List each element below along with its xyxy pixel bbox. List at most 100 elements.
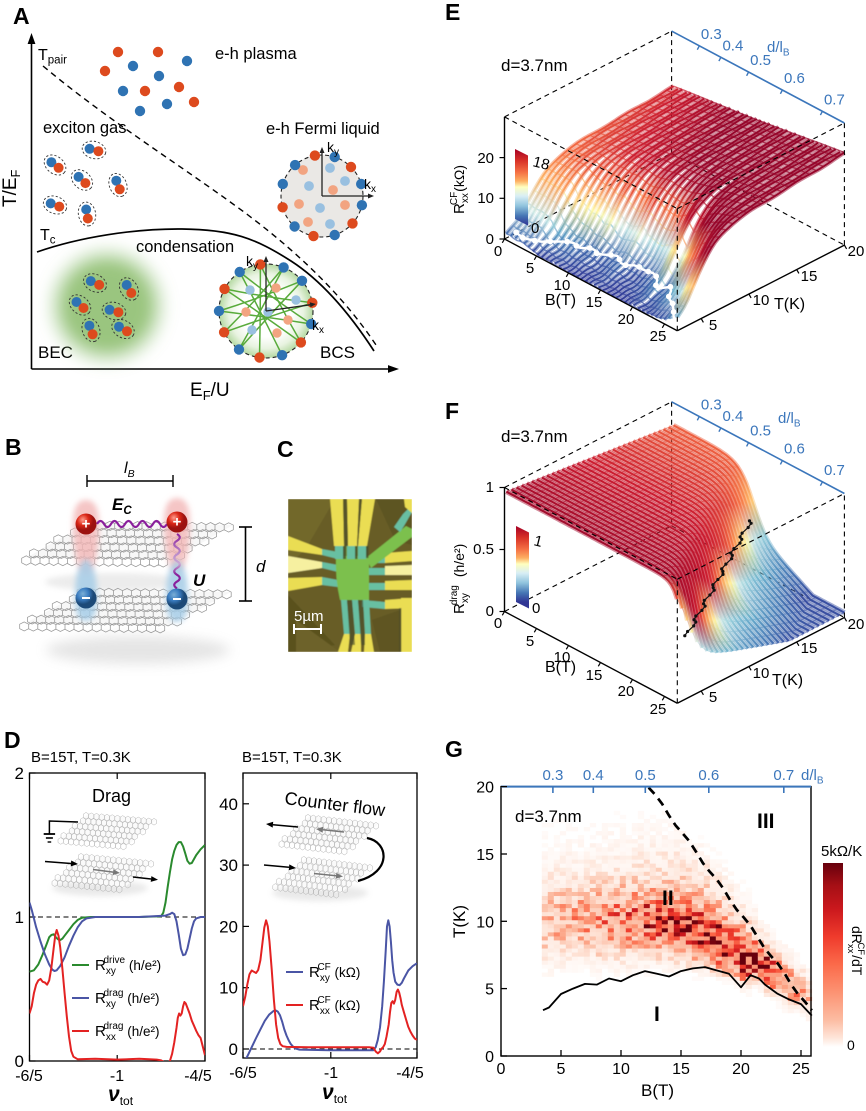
svg-text:5µm: 5µm [294, 608, 323, 625]
svg-text:U: U [193, 571, 206, 590]
svg-text:0.5: 0.5 [473, 541, 494, 558]
svg-text:E: E [445, 0, 460, 25]
svg-text:20: 20 [219, 917, 238, 936]
svg-text:40: 40 [219, 795, 238, 814]
svg-text:25: 25 [650, 701, 667, 718]
svg-text:B=15T, T=0.3K: B=15T, T=0.3K [31, 749, 131, 766]
svg-text:Rxxdrag (h/e²): Rxxdrag (h/e²) [95, 1021, 159, 1043]
svg-text:10: 10 [612, 1061, 630, 1078]
svg-text:10: 10 [477, 190, 494, 207]
svg-text:exciton gas: exciton gas [43, 119, 126, 137]
svg-text:T(K): T(K) [774, 296, 805, 313]
svg-text:0.5: 0.5 [750, 52, 771, 69]
svg-text:+: + [173, 514, 182, 531]
svg-text:0.7: 0.7 [824, 462, 845, 479]
svg-text:B(T): B(T) [545, 292, 576, 309]
svg-text:0.7: 0.7 [773, 767, 794, 784]
svg-text:Rxydrive (h/e²): Rxydrive (h/e²) [95, 955, 161, 977]
svg-text:lB: lB [124, 460, 135, 480]
svg-text:BEC: BEC [38, 343, 73, 362]
svg-text:d=3.7nm: d=3.7nm [501, 427, 568, 446]
svg-text:15: 15 [801, 640, 818, 657]
svg-text:5: 5 [709, 689, 717, 706]
svg-text:B(T): B(T) [641, 1081, 674, 1100]
svg-text:BCS: BCS [320, 343, 355, 362]
svg-text:5: 5 [709, 317, 717, 334]
svg-text:A: A [13, 3, 30, 29]
svg-text:2: 2 [15, 764, 24, 783]
svg-text:5: 5 [526, 633, 534, 650]
svg-text:-6/5: -6/5 [15, 1068, 43, 1085]
svg-text:10: 10 [753, 292, 770, 309]
svg-text:0: 0 [497, 1061, 506, 1078]
svg-text:0: 0 [486, 231, 494, 248]
svg-text:15: 15 [586, 294, 603, 311]
svg-text:15: 15 [801, 268, 818, 285]
svg-text:5: 5 [526, 260, 534, 277]
svg-text:RxxCF (kΩ): RxxCF (kΩ) [309, 995, 360, 1017]
svg-text:condensation: condensation [136, 238, 234, 256]
svg-text:0.4: 0.4 [722, 37, 743, 54]
svg-text:0: 0 [15, 1052, 24, 1071]
svg-text:5: 5 [485, 982, 494, 999]
svg-text:d=3.7nm: d=3.7nm [501, 56, 568, 75]
svg-text:10: 10 [554, 649, 571, 666]
svg-text:d: d [256, 557, 266, 576]
svg-text:10: 10 [219, 979, 238, 998]
svg-text:-4/5: -4/5 [396, 1065, 424, 1082]
svg-text:0: 0 [486, 603, 494, 620]
svg-text:25: 25 [792, 1061, 810, 1078]
svg-text:D: D [4, 727, 21, 753]
svg-text:15: 15 [586, 667, 603, 684]
svg-text:dRxxCF/dT: dRxxCF/dT [845, 926, 866, 976]
svg-text:-1: -1 [324, 1065, 338, 1082]
svg-text:T(K): T(K) [450, 905, 469, 938]
svg-text:B: B [5, 434, 22, 460]
svg-text:20: 20 [848, 243, 865, 260]
svg-text:RxxCF(kΩ): RxxCF(kΩ) [449, 165, 471, 214]
svg-text:0.6: 0.6 [698, 767, 719, 784]
svg-text:EF/U: EF/U [190, 380, 230, 403]
svg-text:e-h plasma: e-h plasma [215, 45, 297, 63]
svg-text:0: 0 [494, 615, 502, 632]
svg-text:0: 0 [494, 243, 502, 260]
svg-text:RxyCF (kΩ): RxyCF (kΩ) [309, 962, 360, 984]
svg-text:-6/5: -6/5 [229, 1065, 257, 1082]
svg-text:B(T): B(T) [545, 659, 576, 676]
svg-text:1: 1 [486, 479, 494, 496]
svg-text:20: 20 [476, 780, 494, 797]
svg-text:20: 20 [848, 616, 865, 633]
svg-text:-4/5: -4/5 [184, 1068, 212, 1085]
svg-text:10: 10 [753, 665, 770, 682]
svg-text:0.4: 0.4 [583, 767, 604, 784]
svg-text:0.3: 0.3 [701, 397, 722, 414]
svg-text:B=15T, T=0.3K: B=15T, T=0.3K [242, 749, 342, 766]
svg-text:0.6: 0.6 [784, 70, 805, 87]
svg-text:0: 0 [531, 220, 539, 237]
svg-text:+: + [82, 516, 91, 533]
svg-text:C: C [277, 436, 294, 462]
svg-text:15: 15 [476, 847, 494, 864]
svg-text:0.5: 0.5 [635, 767, 656, 784]
svg-text:5: 5 [557, 1061, 566, 1078]
svg-text:II: II [662, 887, 674, 910]
svg-text:5kΩ/K: 5kΩ/K [821, 843, 862, 860]
svg-text:25: 25 [650, 328, 667, 345]
svg-text:F: F [445, 398, 459, 424]
svg-text:0: 0 [532, 600, 540, 617]
svg-text:0: 0 [485, 1049, 494, 1066]
svg-text:III: III [757, 810, 775, 833]
svg-text:0.7: 0.7 [824, 91, 845, 108]
svg-text:20: 20 [477, 150, 494, 167]
svg-text:T(K): T(K) [772, 672, 803, 689]
svg-text:0.4: 0.4 [722, 408, 743, 425]
svg-text:T/EF: T/EF [0, 169, 23, 207]
svg-text:20: 20 [732, 1061, 750, 1078]
svg-text:20: 20 [618, 683, 635, 700]
svg-text:1: 1 [15, 908, 24, 927]
svg-text:-1: -1 [110, 1068, 124, 1085]
svg-text:I: I [654, 1003, 660, 1026]
svg-text:G: G [445, 736, 463, 762]
svg-text:18: 18 [531, 153, 551, 174]
svg-text:0.3: 0.3 [542, 767, 563, 784]
